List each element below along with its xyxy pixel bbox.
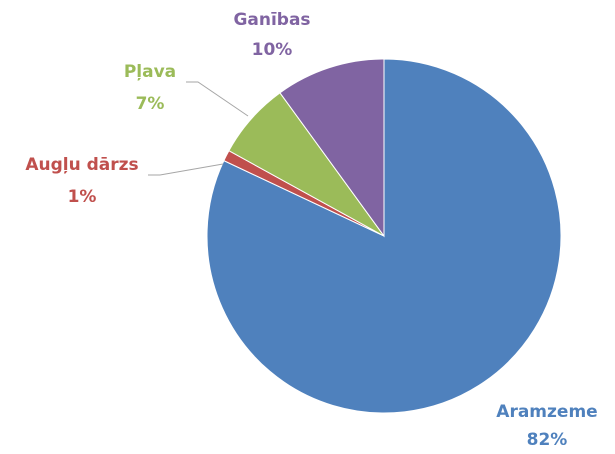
data-label-name: Aramzeme [496, 402, 597, 422]
leader-line [148, 163, 224, 176]
leader-line [186, 81, 249, 117]
data-label-name: Ganības [233, 10, 310, 30]
data-label-name: Pļava [124, 62, 176, 82]
data-label-value: 10% [252, 40, 293, 60]
data-label-value: 7% [136, 94, 165, 114]
data-label-value: 82% [527, 430, 568, 450]
data-label-name: Augļu dārzs [25, 155, 138, 175]
pie-slice [279, 58, 385, 238]
pie-slice [206, 58, 562, 414]
data-label-value: 1% [68, 187, 97, 207]
